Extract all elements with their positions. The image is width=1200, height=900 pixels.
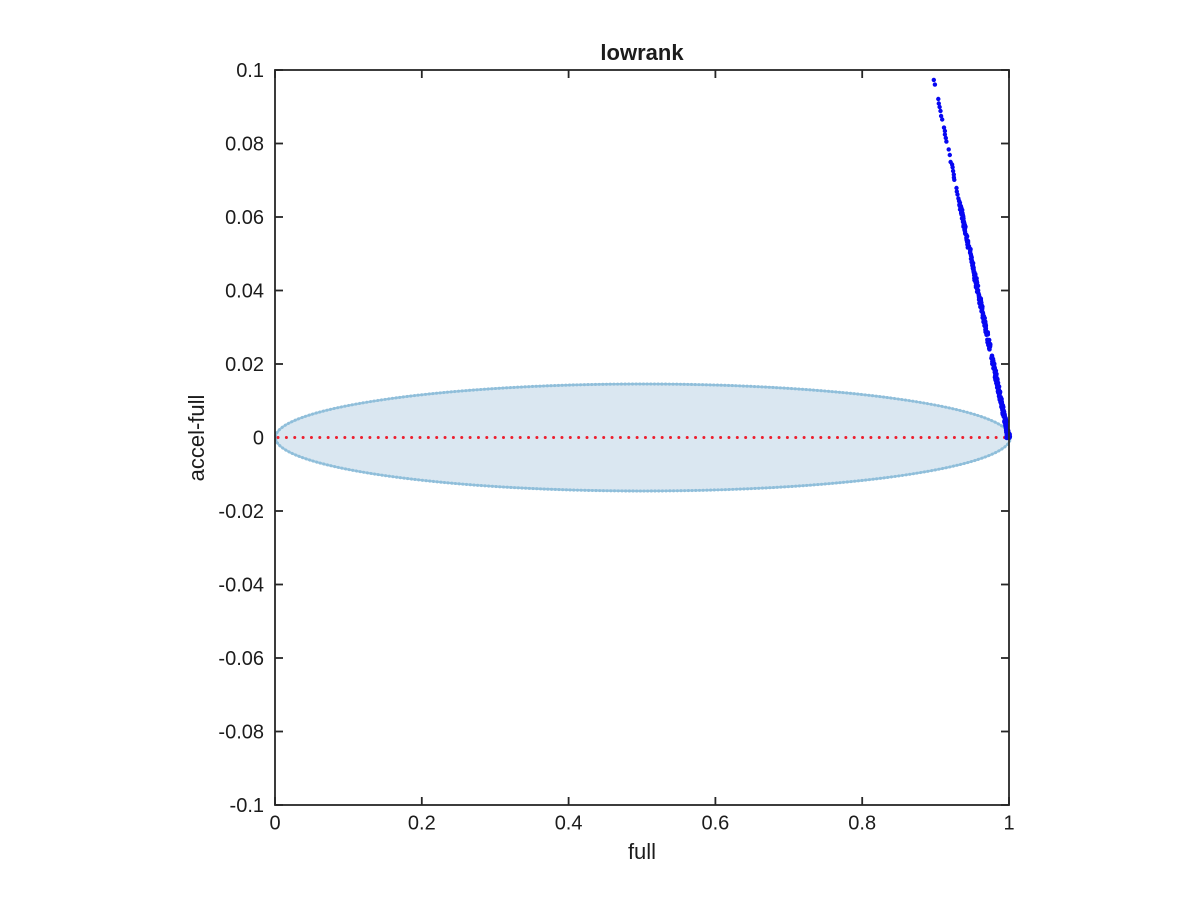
- svg-text:0.6: 0.6: [701, 813, 729, 835]
- svg-text:accel-full: accel-full: [184, 395, 209, 482]
- svg-text:0.04: 0.04: [225, 281, 264, 303]
- svg-text:-0.02: -0.02: [218, 501, 264, 523]
- svg-text:0: 0: [269, 813, 280, 835]
- svg-text:0.4: 0.4: [555, 813, 583, 835]
- svg-text:-0.06: -0.06: [218, 648, 264, 670]
- svg-text:0.06: 0.06: [225, 207, 264, 229]
- svg-text:lowrank: lowrank: [600, 40, 684, 65]
- svg-text:0.02: 0.02: [225, 354, 264, 376]
- svg-text:0.08: 0.08: [225, 134, 264, 156]
- svg-text:-0.04: -0.04: [218, 575, 264, 597]
- svg-text:0: 0: [253, 428, 264, 450]
- svg-text:0.1: 0.1: [236, 60, 264, 82]
- svg-text:0.2: 0.2: [408, 813, 436, 835]
- svg-text:-0.1: -0.1: [230, 795, 264, 817]
- svg-text:-0.08: -0.08: [218, 722, 264, 744]
- svg-text:full: full: [628, 839, 656, 864]
- svg-text:1: 1: [1003, 813, 1014, 835]
- svg-text:0.8: 0.8: [848, 813, 876, 835]
